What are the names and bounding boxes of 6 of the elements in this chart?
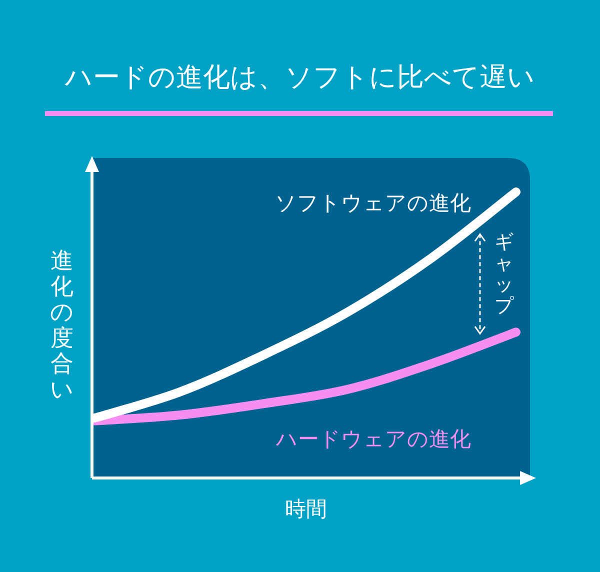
series-label: ソフトウェアの進化 [275, 191, 471, 215]
series-label: ハードウェアの進化 [275, 426, 471, 451]
chart-title: ハードの進化は、ソフトに比べて遅い [64, 62, 535, 93]
y-axis-title: 進化の度合い [50, 248, 74, 403]
x-axis-title: 時間 [285, 497, 327, 521]
annotation: ギャップ [494, 231, 514, 317]
